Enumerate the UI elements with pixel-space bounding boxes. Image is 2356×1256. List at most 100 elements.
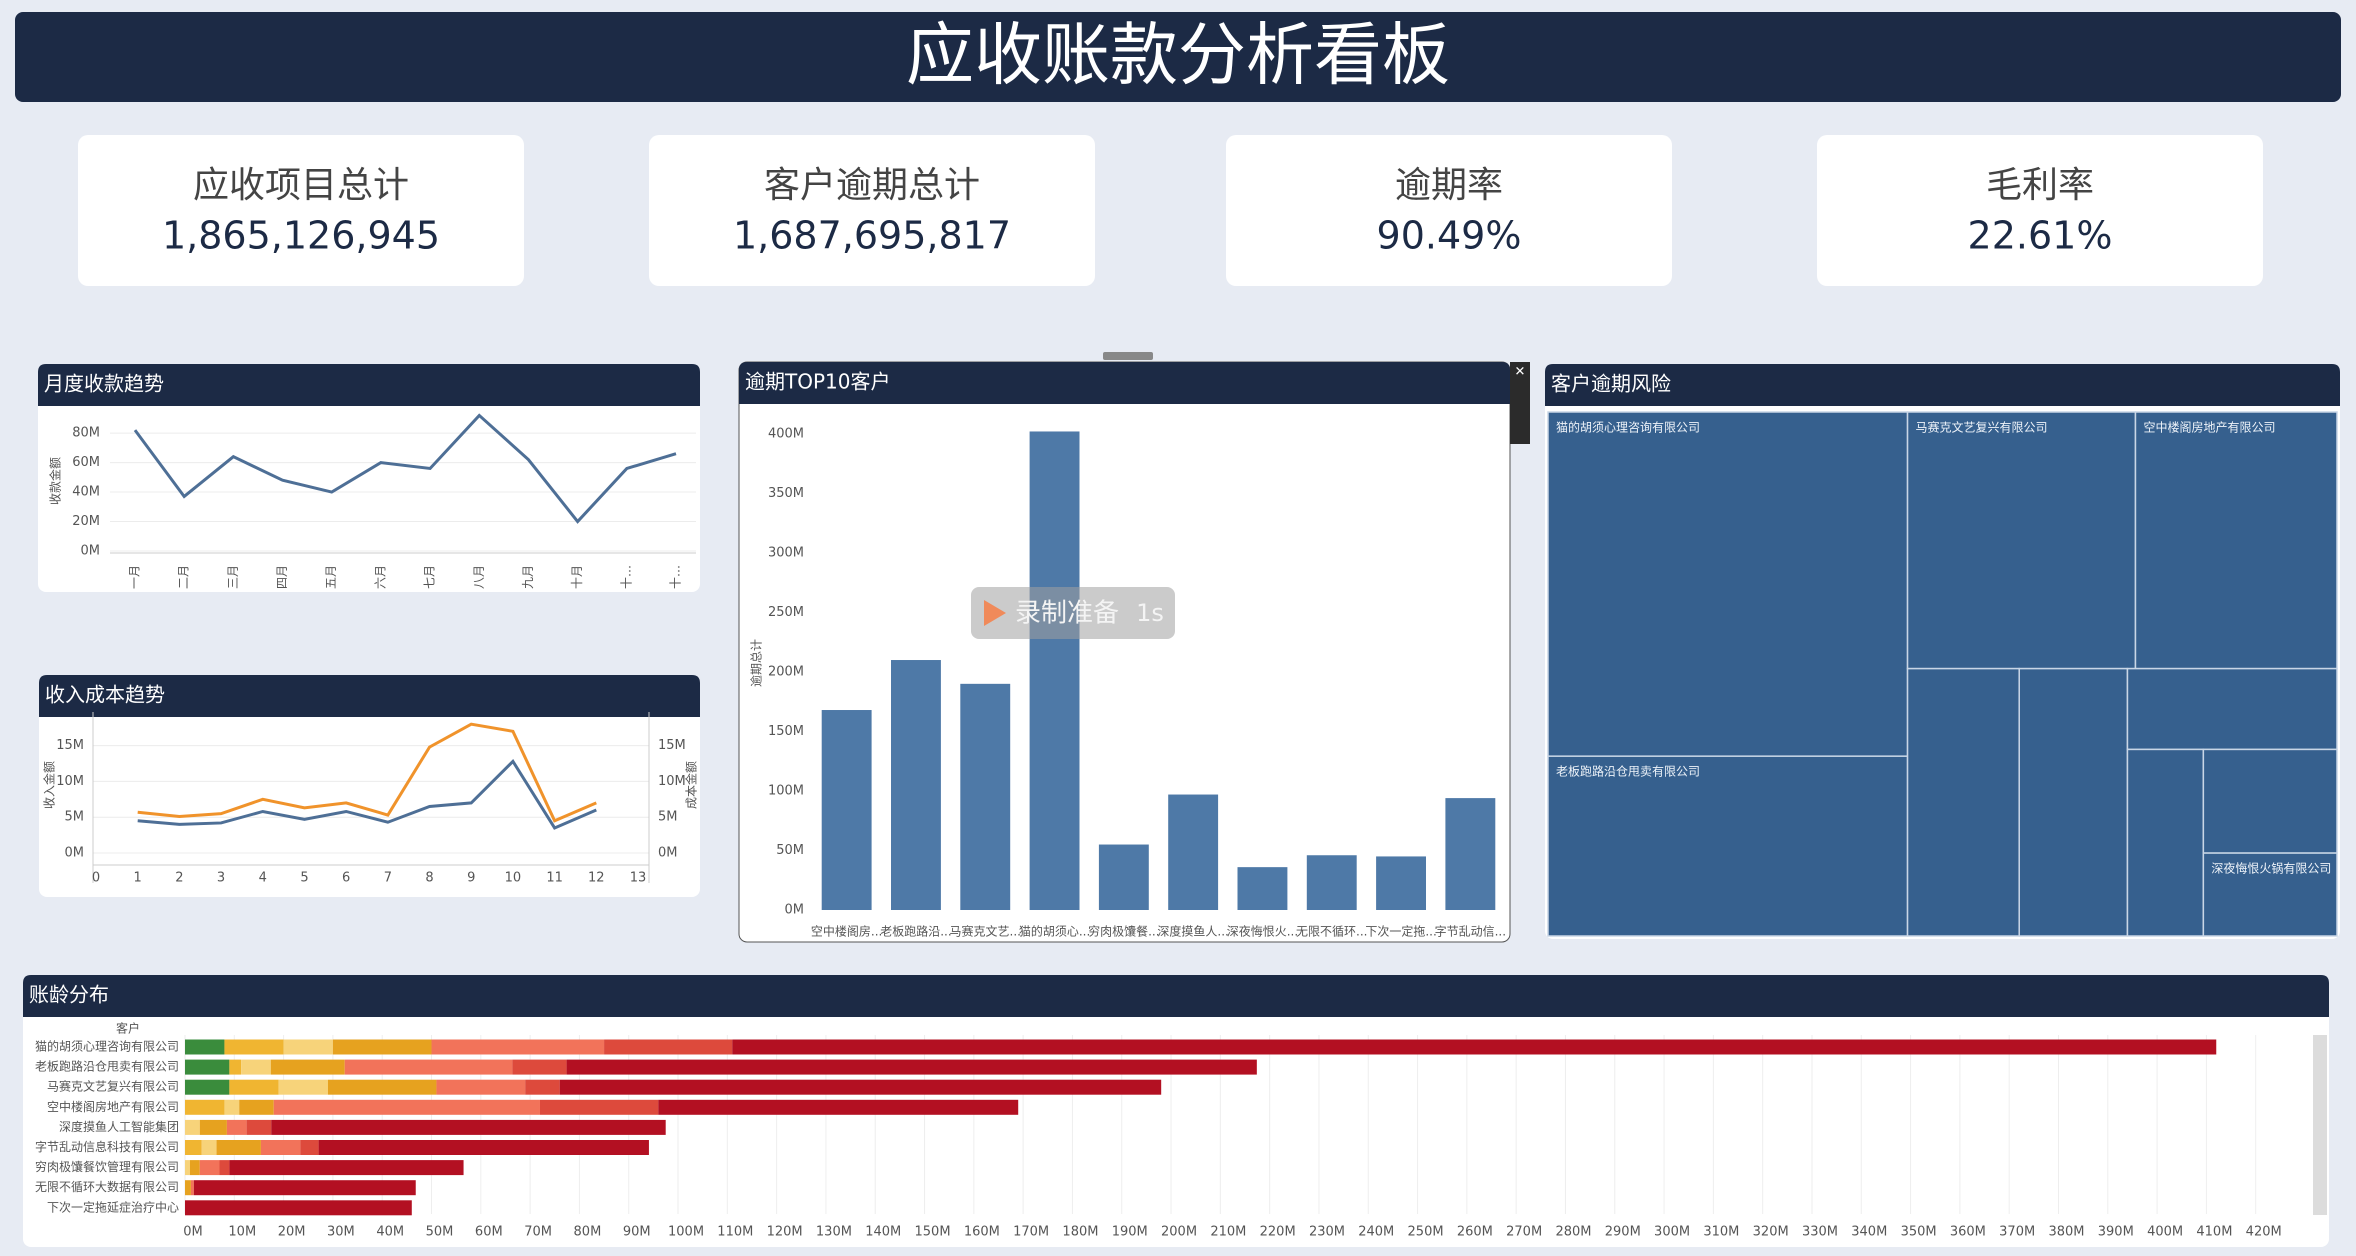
bar bbox=[821, 710, 872, 910]
bar-segment bbox=[185, 1099, 225, 1115]
y-tick-label: 40M bbox=[72, 485, 100, 500]
treemap-cell bbox=[2018, 667, 2129, 937]
x-tick-label: 12 bbox=[588, 871, 605, 886]
bar-segment bbox=[658, 1099, 1019, 1115]
x-tick-label: 一月 bbox=[128, 565, 142, 589]
bar-segment bbox=[190, 1180, 194, 1196]
y-axis-title: 成本金额 bbox=[684, 761, 699, 809]
bar-segment bbox=[224, 1039, 284, 1055]
kpi-label: 客户逾期总计 bbox=[764, 165, 980, 206]
x-tick-label: 380M bbox=[2048, 1225, 2084, 1240]
x-tick-label: 3 bbox=[217, 871, 225, 886]
bar bbox=[891, 660, 941, 910]
y-tick-label: 0M bbox=[81, 544, 101, 559]
kpi-value: 1,865,126,945 bbox=[162, 214, 440, 258]
x-tick-label: 250M bbox=[1408, 1225, 1444, 1240]
x-tick-label: 370M bbox=[1999, 1225, 2035, 1240]
bar-segment bbox=[327, 1079, 437, 1095]
y-tick-label: 下次一定拖延症治疗中心 bbox=[47, 1199, 179, 1214]
bar-segment bbox=[539, 1099, 659, 1115]
close-icon[interactable]: ✕ bbox=[1515, 365, 1526, 380]
x-tick-label: 猫的胡须心... bbox=[1019, 924, 1090, 939]
treemap-cell bbox=[1547, 411, 1909, 757]
x-tick-label: 130M bbox=[816, 1225, 852, 1240]
bar-segment bbox=[224, 1099, 240, 1115]
bar-segment bbox=[199, 1160, 220, 1176]
x-tick-label: 320M bbox=[1753, 1225, 1789, 1240]
treemap-cell bbox=[1906, 411, 2137, 670]
line bbox=[133, 413, 677, 524]
x-tick-label: 360M bbox=[1950, 1225, 1986, 1240]
recording-overlay: 录制准备 1s bbox=[971, 587, 1175, 639]
x-tick-label: 390M bbox=[2098, 1225, 2134, 1240]
x-tick-label: 8 bbox=[425, 871, 433, 886]
x-tick-label: 340M bbox=[1851, 1225, 1887, 1240]
y-tick-label: 穷肉极馕餐饮管理有限公司 bbox=[35, 1159, 179, 1174]
x-tick-label: 200M bbox=[1161, 1225, 1197, 1240]
x-tick-label: 三月 bbox=[226, 565, 240, 589]
bar-segment bbox=[273, 1099, 540, 1115]
y-tick-label: 400M bbox=[768, 426, 804, 441]
x-tick-label: 九月 bbox=[521, 565, 535, 589]
treemap-cell bbox=[2126, 748, 2205, 937]
y-axis-title: 逾期总计 bbox=[749, 639, 764, 687]
bar-segment bbox=[239, 1099, 274, 1115]
bar-segment bbox=[436, 1079, 526, 1095]
x-tick-label: 140M bbox=[865, 1225, 901, 1240]
panel-title: 账龄分布 bbox=[29, 983, 109, 1007]
cell-label: 老板跑路沿仓甩卖有限公司 bbox=[1556, 764, 1700, 779]
y-tick-label: 15M bbox=[56, 738, 84, 753]
bar-segment bbox=[199, 1119, 227, 1135]
x-tick-label: 十… bbox=[619, 565, 633, 589]
y-tick-label: 150M bbox=[768, 724, 804, 739]
kpi-label: 毛利率 bbox=[1986, 165, 2094, 206]
kpi-card bbox=[649, 135, 1095, 286]
y-tick-label: 0M bbox=[65, 846, 85, 861]
x-tick-label: 四月 bbox=[275, 565, 289, 589]
bar bbox=[1098, 844, 1149, 910]
bar-segment bbox=[229, 1079, 279, 1095]
bar-segment bbox=[185, 1200, 412, 1216]
bar-segment bbox=[241, 1059, 271, 1075]
bar-segment bbox=[229, 1160, 464, 1176]
y-tick-label: 马赛克文艺复兴有限公司 bbox=[47, 1079, 179, 1094]
bar-segment bbox=[278, 1079, 328, 1095]
bar-segment bbox=[219, 1160, 230, 1176]
y-tick-label: 0M bbox=[785, 903, 805, 918]
y-tick-label: 猫的胡须心理咨询有限公司 bbox=[35, 1039, 179, 1054]
bar-segment bbox=[270, 1059, 345, 1075]
bar-segment bbox=[216, 1140, 261, 1155]
x-tick-label: 30M bbox=[327, 1225, 355, 1240]
x-tick-label: 150M bbox=[915, 1225, 951, 1240]
x-tick-label: 八月 bbox=[472, 565, 486, 589]
bar bbox=[1029, 431, 1080, 910]
x-tick-label: 10M bbox=[228, 1225, 256, 1240]
y-tick-label: 0M bbox=[658, 846, 678, 861]
drag-handle[interactable] bbox=[1103, 352, 1153, 360]
x-tick-label: 230M bbox=[1309, 1225, 1345, 1240]
treemap-cell bbox=[2202, 852, 2338, 937]
kpi-value: 1,687,695,817 bbox=[733, 214, 1011, 258]
x-tick-label: 七月 bbox=[423, 565, 437, 589]
scrollbar[interactable] bbox=[2313, 1035, 2327, 1215]
kpi-card bbox=[78, 135, 524, 286]
cell-label: 猫的胡须心理咨询有限公司 bbox=[1556, 420, 1700, 435]
x-tick-label: 300M bbox=[1654, 1225, 1690, 1240]
y-tick-label: 60M bbox=[72, 455, 100, 470]
x-tick-label: 270M bbox=[1506, 1225, 1542, 1240]
x-tick-label: 170M bbox=[1013, 1225, 1049, 1240]
chart-toolbar[interactable] bbox=[1510, 362, 1530, 444]
x-tick-label: 无限不循环... bbox=[1296, 925, 1367, 939]
y-tick-label: 300M bbox=[768, 545, 804, 560]
x-tick-label: 下次一定拖... bbox=[1365, 924, 1436, 939]
x-tick-label: 160M bbox=[964, 1225, 1000, 1240]
bar bbox=[960, 683, 1011, 910]
x-tick-label: 0M bbox=[183, 1225, 203, 1240]
y-axis-title: 收入金额 bbox=[42, 761, 57, 809]
panel-title: 客户逾期风险 bbox=[1551, 372, 1671, 396]
bar-segment bbox=[344, 1059, 513, 1075]
x-tick-label: 260M bbox=[1457, 1225, 1493, 1240]
kpi-value: 22.61% bbox=[1968, 214, 2113, 258]
x-tick-label: 11 bbox=[546, 871, 563, 886]
cell-label: 马赛克文艺复兴有限公司 bbox=[1916, 420, 2048, 435]
